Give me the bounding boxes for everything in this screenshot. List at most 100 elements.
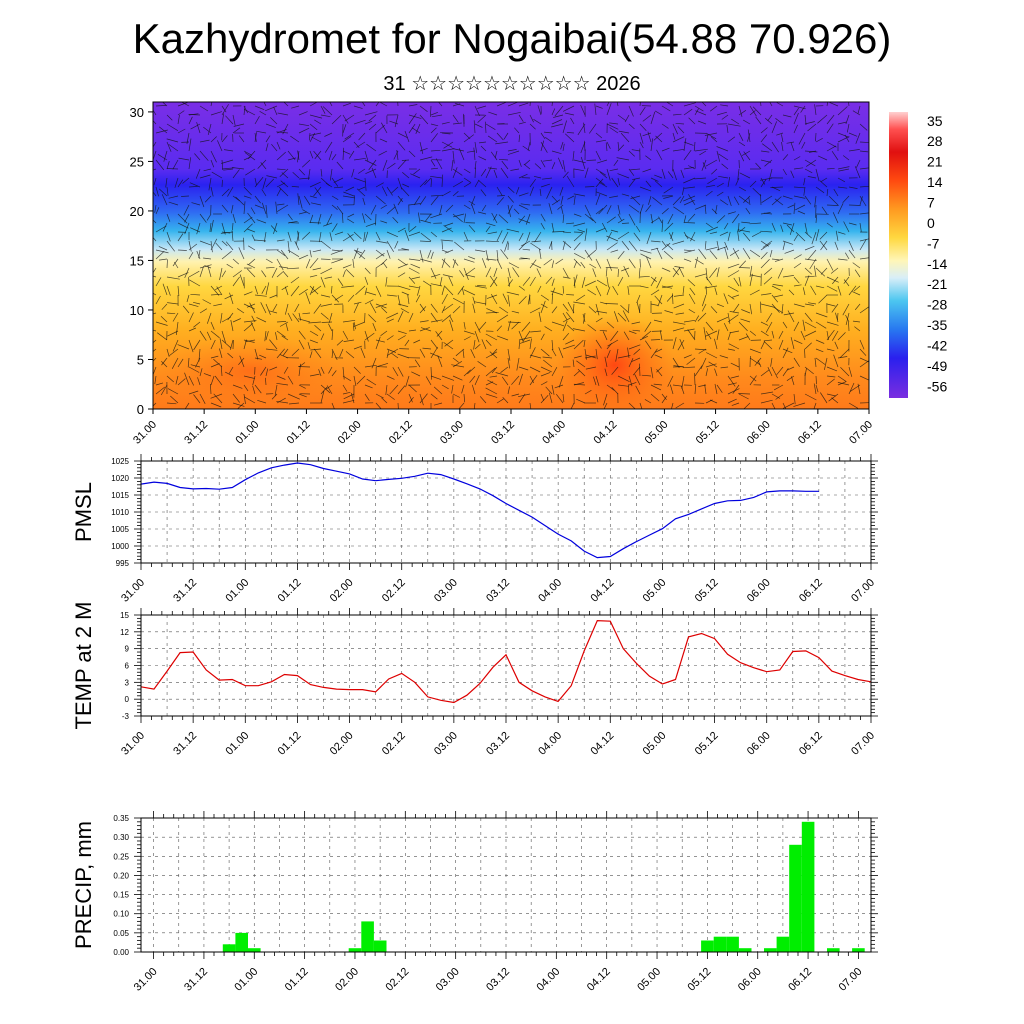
wind-barb [309,351,313,359]
wind-barb [854,166,861,179]
wind-barb [683,149,692,161]
wind-barb [683,108,693,116]
wind-barb [397,294,401,306]
wind-barb [153,120,157,125]
wind-barb [782,240,794,245]
wind-barb [589,263,597,269]
wind-barb [184,213,190,223]
wind-barb [413,195,421,206]
wind-barb [452,167,458,179]
wind-barb [486,294,498,299]
wind-barb [309,285,319,295]
wind-barb [496,197,504,206]
wind-barb [281,172,289,179]
wind-barb [265,143,269,152]
wind-barb [540,294,549,301]
wind-barb [500,366,509,373]
wind-barb [155,186,159,197]
wind-barb [485,166,492,179]
wind-barb [837,121,847,125]
wind-barb [848,222,857,226]
wind-barb [677,339,685,351]
wind-barb [210,159,215,168]
wind-barb [639,258,641,268]
y-tick-label: 1000 [111,542,129,551]
wind-barb [193,394,201,404]
wind-barb [392,367,399,377]
y-tick-label: 10 [130,303,144,318]
wind-barb [276,321,287,323]
wind-barb [227,352,234,359]
wind-barb [719,355,729,359]
wind-barb [518,121,526,125]
wind-barb [498,158,509,161]
wind-barb [837,132,850,138]
wind-barb [788,289,795,296]
wind-barb [243,201,246,215]
wind-barb [485,222,496,227]
wind-barb [231,230,234,242]
wind-barb [592,268,597,278]
wind-barb [697,120,707,125]
wind-barb [522,276,531,286]
wind-barb [452,375,463,381]
wind-barb [445,204,454,213]
wind-barb [452,357,459,363]
wind-barb [540,303,548,309]
wind-barb [353,321,366,327]
wind-barb [342,150,351,155]
wind-barb [760,243,771,251]
wind-barb [702,162,707,170]
wind-barb [772,284,784,287]
wind-barb [250,207,256,215]
wind-barb [533,119,542,125]
wind-barb [688,117,696,125]
wind-barb [478,141,487,144]
wind-barb [225,241,234,251]
wind-barb [441,375,455,381]
wind-barb [652,197,663,206]
wind-barb [312,267,322,271]
wind-barb [230,319,234,332]
wind-barb [672,267,679,276]
wind-barb [606,384,615,391]
wind-barb [189,182,201,188]
wind-barb [188,138,192,152]
wind-barb [248,258,256,266]
wind-barb [859,196,863,206]
wind-barb [645,340,652,350]
wind-barb [507,294,511,307]
wind-barb [606,286,611,296]
wind-barb [740,318,751,323]
wind-barb [154,204,157,213]
wind-barb [820,177,828,182]
wind-barb [243,108,256,116]
wind-barb [681,375,685,389]
wind-barb [739,172,751,179]
wind-barb [188,366,200,373]
wind-barb [355,285,366,295]
wind-barb [650,366,654,379]
wind-barb [752,106,762,116]
wind-barb [813,265,817,278]
wind-barb [166,285,171,296]
wind-barb [153,168,157,171]
wind-barb [605,142,608,152]
wind-barb [786,375,795,381]
wind-barb [611,177,619,188]
wind-barb [287,213,293,221]
wind-barb [254,348,259,360]
wind-barb [808,302,817,305]
wind-barb [793,234,799,242]
wind-barb [566,222,575,225]
wind-barb [720,366,729,369]
wind-barb [452,305,461,314]
wind-barb [430,194,443,197]
wind-barb [820,267,828,275]
wind-barb [355,250,366,260]
wind-barb [529,347,536,359]
wind-barb [804,330,817,337]
precip-bar [738,948,752,952]
y-tick-label: 1015 [111,491,129,500]
wind-barb [397,330,407,335]
